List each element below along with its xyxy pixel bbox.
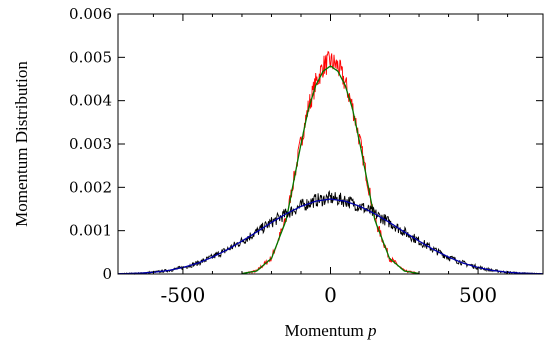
x-tick-label: 0 (324, 283, 337, 307)
y-tick-label: 0.001 (69, 222, 112, 240)
x-tick-label: -500 (160, 283, 205, 307)
x-axis-label-text: Momentum (284, 321, 363, 340)
series-line-3 (117, 190, 543, 275)
x-tick-label: 500 (459, 283, 497, 307)
plot-frame (117, 13, 544, 275)
y-tick-label: 0.003 (69, 135, 112, 153)
y-tick-label: 0 (102, 265, 112, 283)
y-tick-label: 0.005 (69, 48, 112, 66)
series-line-2 (241, 65, 420, 275)
x-axis-label: Momentum p (284, 321, 376, 340)
ticks-layer: -500 0 500 0 0.001 0.002 0.003 0.004 0.005 0.006 (69, 5, 543, 307)
series-line-1 (241, 50, 420, 275)
y-tick-label: 0.006 (69, 5, 112, 23)
series-line-4 (117, 198, 544, 275)
x-axis-label-symbol: p (367, 321, 377, 340)
y-axis-label: Momentum Distribution (12, 61, 31, 227)
series-layer (117, 50, 544, 275)
y-tick-label: 0.004 (69, 92, 112, 110)
y-tick-label: 0.002 (69, 178, 112, 196)
